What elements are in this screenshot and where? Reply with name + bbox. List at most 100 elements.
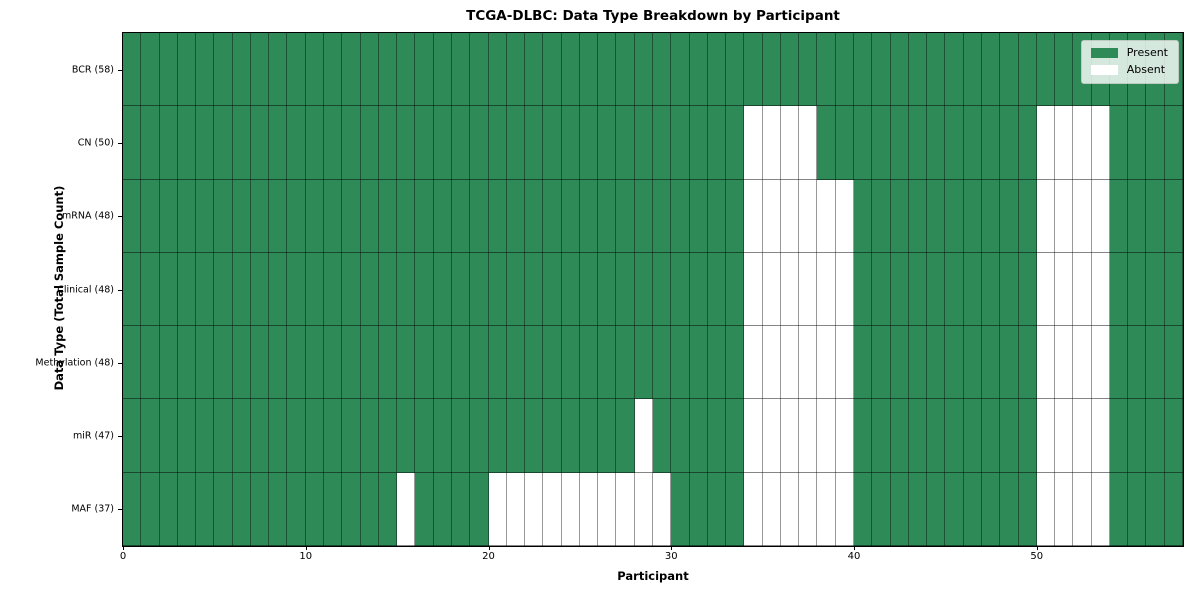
- heatmap-cell-miR-25: [579, 399, 599, 473]
- heatmap-cell-miR-42: [890, 399, 909, 473]
- heatmap-cell-CN-29: [652, 106, 672, 180]
- heatmap-cell-mRNA-0: [123, 179, 142, 253]
- y-tick-label-Methylation: Methylation (48): [35, 357, 114, 369]
- heatmap-cell-BCR-4: [196, 33, 215, 107]
- heatmap-cell-MAF-54: [1109, 472, 1129, 546]
- heatmap-cell-CN-14: [378, 106, 398, 180]
- heatmap-cell-MAF-21: [506, 472, 526, 546]
- heatmap-cell-CN-11: [324, 106, 343, 180]
- heatmap-cell-Clinical-17: [433, 252, 452, 327]
- heatmap-cell-miR-43: [908, 399, 928, 473]
- heatmap-cell-mRNA-51: [1055, 179, 1074, 253]
- heatmap-cell-CN-25: [579, 106, 599, 180]
- heatmap-cell-MAF-29: [652, 472, 672, 546]
- heatmap-cell-mRNA-52: [1073, 179, 1092, 253]
- heatmap-cell-mRNA-26: [598, 179, 617, 253]
- heatmap-cell-mRNA-43: [908, 179, 928, 253]
- heatmap-cell-CN-36: [780, 106, 800, 180]
- heatmap-cell-MAF-14: [378, 472, 398, 546]
- heatmap-cell-Clinical-20: [488, 252, 507, 327]
- heatmap-cell-miR-39: [835, 399, 855, 473]
- heatmap-cell-BCR-8: [269, 33, 288, 107]
- heatmap-cell-Clinical-29: [652, 252, 672, 327]
- heatmap-cell-Clinical-7: [250, 252, 270, 327]
- heatmap-cell-Methylation-20: [488, 326, 507, 400]
- heatmap-cell-MAF-11: [324, 472, 343, 546]
- heatmap-cell-mRNA-5: [214, 179, 233, 253]
- heatmap-cell-Methylation-19: [470, 326, 489, 400]
- heatmap-cell-MAF-17: [433, 472, 452, 546]
- heatmap-cell-miR-20: [488, 399, 507, 473]
- heatmap-cell-Methylation-50: [1036, 326, 1056, 400]
- heatmap-cell-CN-44: [927, 106, 946, 180]
- heatmap-cell-Methylation-22: [525, 326, 544, 400]
- heatmap-cell-miR-54: [1109, 399, 1129, 473]
- heatmap-cell-mRNA-30: [671, 179, 690, 253]
- heatmap-cell-CN-6: [232, 106, 251, 180]
- x-tick-mark-10: [305, 546, 307, 550]
- heatmap-cell-Clinical-10: [305, 252, 325, 327]
- heatmap-cell-BCR-14: [378, 33, 398, 107]
- heatmap-cell-Clinical-35: [762, 252, 781, 327]
- heatmap-cell-BCR-38: [817, 33, 836, 107]
- heatmap-cell-mRNA-39: [835, 179, 855, 253]
- heatmap-cell-MAF-47: [981, 472, 1001, 546]
- heatmap-cell-Methylation-44: [927, 326, 946, 400]
- heatmap-cell-miR-35: [762, 399, 781, 473]
- heatmap-cell-miR-7: [250, 399, 270, 473]
- heatmap-cell-MAF-28: [634, 472, 653, 546]
- heatmap-cell-miR-40: [854, 399, 873, 473]
- heatmap-cell-Clinical-42: [890, 252, 909, 327]
- heatmap-cell-BCR-32: [707, 33, 727, 107]
- heatmap-cell-CN-47: [981, 106, 1001, 180]
- heatmap-cell-Clinical-47: [981, 252, 1001, 327]
- y-tick-mark-mRNA: [118, 216, 122, 218]
- heatmap-cell-CN-54: [1109, 106, 1129, 180]
- heatmap-cell-MAF-52: [1073, 472, 1092, 546]
- heatmap-cell-miR-4: [196, 399, 215, 473]
- heatmap-cell-Methylation-21: [506, 326, 526, 400]
- heatmap-cell-Methylation-38: [817, 326, 836, 400]
- heatmap-cell-BCR-35: [762, 33, 781, 107]
- heatmap-cell-mRNA-34: [744, 179, 763, 253]
- heatmap-cell-MAF-42: [890, 472, 909, 546]
- heatmap-cell-BCR-28: [634, 33, 653, 107]
- heatmap-cell-MAF-12: [342, 472, 361, 546]
- heatmap-cell-Methylation-14: [378, 326, 398, 400]
- heatmap-cell-miR-44: [927, 399, 946, 473]
- heatmap-cell-mRNA-11: [324, 179, 343, 253]
- heatmap-cell-CN-50: [1036, 106, 1056, 180]
- heatmap-cell-Clinical-57: [1164, 252, 1183, 327]
- heatmap-cell-MAF-51: [1055, 472, 1074, 546]
- heatmap-cell-CN-40: [854, 106, 873, 180]
- heatmap-cell-Methylation-23: [543, 326, 562, 400]
- plot-area: Present Absent: [122, 32, 1184, 547]
- heatmap-cell-mRNA-25: [579, 179, 599, 253]
- heatmap-cell-Methylation-49: [1018, 326, 1037, 400]
- heatmap-cell-Methylation-26: [598, 326, 617, 400]
- heatmap-cell-CN-46: [963, 106, 982, 180]
- heatmap-cell-MAF-1: [141, 472, 160, 546]
- heatmap-cell-miR-57: [1164, 399, 1183, 473]
- heatmap-cell-Clinical-1: [141, 252, 160, 327]
- heatmap-cell-mRNA-19: [470, 179, 489, 253]
- heatmap-cell-BCR-39: [835, 33, 855, 107]
- heatmap-cell-BCR-2: [159, 33, 178, 107]
- heatmap-cell-CN-39: [835, 106, 855, 180]
- heatmap-cell-miR-26: [598, 399, 617, 473]
- heatmap-cell-mRNA-47: [981, 179, 1001, 253]
- heatmap-cell-MAF-13: [360, 472, 379, 546]
- heatmap-cell-CN-32: [707, 106, 727, 180]
- heatmap-cell-MAF-37: [799, 472, 818, 546]
- heatmap-cell-BCR-19: [470, 33, 489, 107]
- heatmap-cell-CN-57: [1164, 106, 1183, 180]
- heatmap-cell-Methylation-48: [1000, 326, 1019, 400]
- heatmap-cell-CN-24: [561, 106, 580, 180]
- heatmap-cell-Methylation-7: [250, 326, 270, 400]
- absent-swatch-icon: [1090, 65, 1118, 75]
- heatmap-cell-Methylation-52: [1073, 326, 1092, 400]
- heatmap-cell-Clinical-14: [378, 252, 398, 327]
- heatmap-cell-MAF-43: [908, 472, 928, 546]
- heatmap-cell-mRNA-38: [817, 179, 836, 253]
